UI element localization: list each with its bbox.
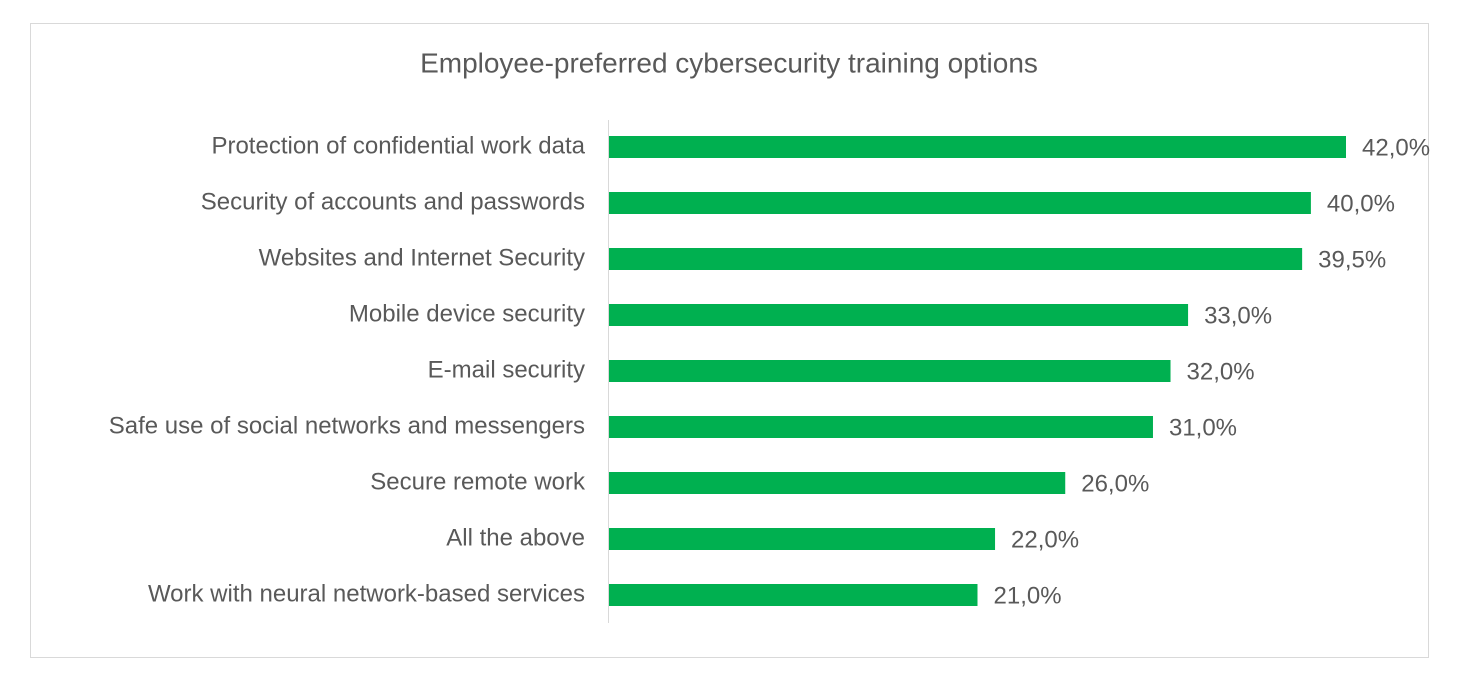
value-label: 40,0% xyxy=(1327,190,1395,217)
value-label: 26,0% xyxy=(1081,470,1149,497)
bar xyxy=(609,192,1311,214)
bar xyxy=(609,472,1066,494)
bar xyxy=(609,304,1189,326)
bar xyxy=(609,360,1171,382)
bar xyxy=(609,248,1303,270)
category-label: E-mail security xyxy=(428,356,585,383)
category-label: Safe use of social networks and messenge… xyxy=(109,412,585,439)
value-label: 31,0% xyxy=(1169,414,1237,441)
category-label: Websites and Internet Security xyxy=(259,244,585,271)
value-label: 42,0% xyxy=(1362,134,1430,161)
category-label: All the above xyxy=(446,524,585,551)
category-label: Security of accounts and passwords xyxy=(201,188,585,215)
value-label: 22,0% xyxy=(1011,526,1079,553)
category-label: Work with neural network-based services xyxy=(148,580,585,607)
value-label: 21,0% xyxy=(994,582,1062,609)
value-label: 33,0% xyxy=(1204,302,1272,329)
bar xyxy=(609,416,1153,438)
value-label: 32,0% xyxy=(1187,358,1255,385)
chart-frame xyxy=(30,23,1429,658)
category-label: Secure remote work xyxy=(370,468,586,495)
value-label: 39,5% xyxy=(1318,246,1386,273)
bar xyxy=(609,528,996,550)
chart-title: Employee-preferred cybersecurity trainin… xyxy=(420,47,1038,78)
category-label: Protection of confidential work data xyxy=(211,132,585,159)
category-label: Mobile device security xyxy=(349,300,585,327)
bar xyxy=(609,136,1346,158)
bar xyxy=(609,584,978,606)
